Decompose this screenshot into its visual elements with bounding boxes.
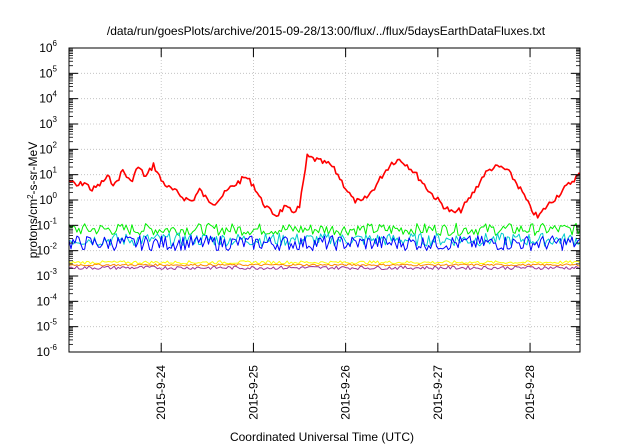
- y-tick-label: 105: [39, 64, 57, 80]
- y-tick-label: 103: [39, 115, 57, 131]
- series-layer: [68, 153, 581, 270]
- y-tick-exp: -1: [50, 216, 58, 225]
- y-tick-label: 10-2: [37, 242, 58, 258]
- y-tick-label: 10-4: [37, 292, 58, 308]
- x-tick-labels: 2015-9-24 2015-9-25 2015-9-26 2015-9-27 2015…: [154, 365, 537, 420]
- y-tick-exp: 5: [53, 64, 58, 73]
- x-tick-label: 2015-9-24: [154, 365, 168, 420]
- y-tick-base: 10: [39, 117, 53, 131]
- y-axis-title-sup: 2: [26, 194, 35, 199]
- y-tick-base: 10: [39, 92, 53, 106]
- y-tick-exp: 1: [53, 166, 58, 175]
- y-tick-label: 10-1: [37, 216, 58, 232]
- x-tick-label: 2015-9-26: [339, 365, 353, 420]
- y-tick-base: 10: [39, 41, 53, 55]
- y-tick-base: 10: [39, 142, 53, 156]
- y-tick-label: 10-3: [37, 267, 58, 283]
- y-tick-base: 10: [37, 218, 51, 232]
- y-tick-exp: -5: [50, 318, 58, 327]
- y-tick-label: 104: [39, 90, 57, 106]
- x-tick-label: 2015-9-28: [523, 365, 537, 420]
- y-tick-exp: -2: [50, 242, 58, 251]
- y-tick-exp: -3: [50, 267, 58, 276]
- chart-title: /data/run/goesPlots/archive/2015-09-28/1…: [107, 24, 546, 38]
- y-tick-base: 10: [37, 345, 51, 359]
- y-tick-base: 10: [37, 269, 51, 283]
- y-tick-base: 10: [39, 168, 53, 182]
- y-tick-base: 10: [37, 320, 51, 334]
- series-line-3: [68, 235, 581, 252]
- x-tick-label: 2015-9-27: [431, 365, 445, 420]
- y-tick-label: 106: [39, 39, 57, 55]
- y-tick-exp: -6: [50, 343, 58, 352]
- y-tick-exp: 6: [53, 39, 58, 48]
- series-line-5: [68, 263, 581, 267]
- y-tick-exp: -4: [50, 292, 58, 301]
- y-tick-base: 10: [39, 66, 53, 80]
- grid: [69, 48, 580, 352]
- y-tick-base: 10: [39, 193, 53, 207]
- axis-ticks: [69, 47, 580, 353]
- x-axis-title: Coordinated Universal Time (UTC): [230, 430, 414, 444]
- y-tick-exp: 0: [53, 191, 58, 200]
- y-axis-title-suffix: -s-sr-MeV: [26, 142, 40, 195]
- y-tick-exp: 4: [53, 90, 58, 99]
- y-tick-label: 100: [39, 191, 57, 207]
- y-tick-label: 10-5: [37, 318, 58, 334]
- series-line-0: [68, 153, 581, 219]
- series-line-2: [68, 232, 581, 247]
- y-tick-label: 101: [39, 166, 57, 182]
- y-tick-labels: 10-610-510-410-310-210-11001011021031041…: [37, 39, 58, 359]
- y-tick-exp: 3: [53, 115, 58, 124]
- y-tick-label: 10-6: [37, 343, 58, 359]
- series-line-4: [68, 260, 581, 265]
- y-axis-title: protons/cm2-s-sr-MeV: [26, 142, 41, 258]
- x-tick-label: 2015-9-25: [246, 365, 260, 420]
- y-tick-base: 10: [37, 294, 51, 308]
- y-tick-exp: 2: [53, 140, 58, 149]
- series-line-6: [68, 265, 581, 270]
- y-tick-base: 10: [37, 244, 51, 258]
- y-tick-label: 102: [39, 140, 57, 156]
- y-axis-title-prefix: protons/cm: [26, 199, 40, 258]
